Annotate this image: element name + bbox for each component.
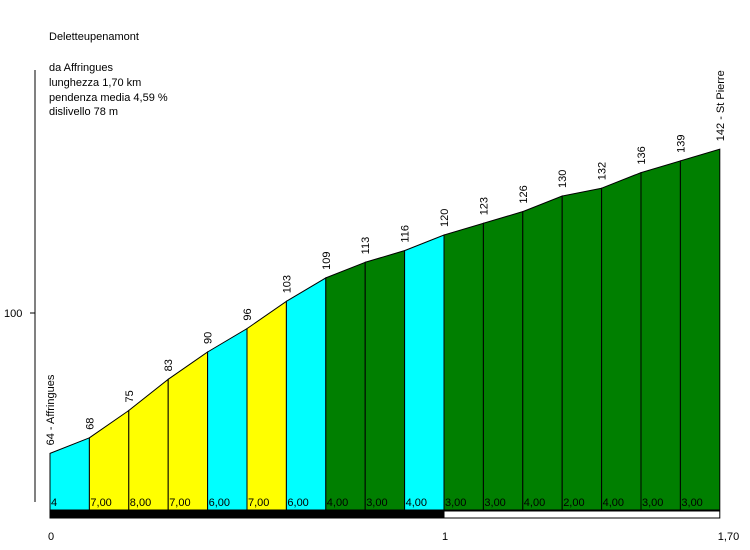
x-tick-label: 0 xyxy=(48,531,54,543)
segment-grade-label: 3,00 xyxy=(681,497,702,509)
gradient-segment xyxy=(679,148,721,511)
segment-grade-label: 4,00 xyxy=(327,497,348,509)
elevation-label: 90 xyxy=(203,332,215,344)
segment-grade-label: 2,00 xyxy=(563,497,584,509)
segment-grade-label: 7,00 xyxy=(90,497,111,509)
km-bar-segment xyxy=(49,510,445,519)
gradient-segment xyxy=(364,249,406,511)
gradient-segment xyxy=(522,195,563,511)
y-tick-label: 100 xyxy=(4,308,22,320)
segment-grade-label: 6,00 xyxy=(209,497,230,509)
elevation-label: 142 - St Pierre xyxy=(715,70,727,141)
elevation-label: 120 xyxy=(439,209,451,227)
segment-grade-label: 4 xyxy=(51,497,57,509)
elevation-label: 103 xyxy=(281,275,293,293)
segment-grade-label: 4,00 xyxy=(406,497,427,509)
elevation-label: 75 xyxy=(124,390,136,402)
km-bar-segment xyxy=(443,510,721,519)
elevation-label: 68 xyxy=(84,418,96,430)
elevation-label: 139 xyxy=(675,135,687,153)
elevation-label: 116 xyxy=(400,225,412,243)
segment-grade-label: 3,00 xyxy=(366,497,387,509)
elevation-label: 96 xyxy=(242,308,254,320)
info-avg-gradient: pendenza media 4,59 % xyxy=(49,92,168,104)
elevation-label: 64 - Affringues xyxy=(45,374,57,445)
gradient-segment xyxy=(601,171,642,511)
gradient-segment xyxy=(167,351,209,511)
elevation-label: 126 xyxy=(518,185,530,203)
gradient-segment xyxy=(325,261,366,511)
segment-grade-label: 3,00 xyxy=(642,497,663,509)
x-tick-label: 1 xyxy=(442,531,448,543)
segment-grade-label: 3,00 xyxy=(484,497,505,509)
gradient-segment xyxy=(443,222,484,511)
gradient-segment xyxy=(482,210,524,511)
gradient-segment xyxy=(561,187,603,511)
gradient-segment xyxy=(207,327,248,511)
elevation-label: 113 xyxy=(360,237,372,255)
gradient-segment xyxy=(246,300,287,511)
chart-title: Deletteupenamont xyxy=(49,31,139,43)
gradient-segment xyxy=(640,160,681,511)
segment-grade-label: 4,00 xyxy=(524,497,545,509)
elevation-label: 83 xyxy=(163,359,175,371)
gradient-segment xyxy=(404,234,445,511)
segment-grade-label: 6,00 xyxy=(287,497,308,509)
segment-grade-label: 8,00 xyxy=(130,497,151,509)
segment-grade-label: 3,00 xyxy=(445,497,466,509)
info-elevation-gain: dislivello 78 m xyxy=(49,106,119,118)
gradient-segment xyxy=(285,277,327,511)
segment-grade-label: 7,00 xyxy=(169,497,190,509)
x-tick-label: 1,70 xyxy=(718,531,739,543)
info-length: lunghezza 1,70 km xyxy=(49,77,142,89)
elevation-label: 136 xyxy=(636,146,648,164)
info-start: da Affringues xyxy=(49,62,114,74)
segment-grade-label: 7,00 xyxy=(248,497,269,509)
segment-grade-label: 4,00 xyxy=(603,497,624,509)
elevation-label: 109 xyxy=(321,252,333,270)
elevation-label: 132 xyxy=(597,162,609,180)
elevation-label: 130 xyxy=(557,170,569,188)
elevation-label: 123 xyxy=(478,197,490,215)
